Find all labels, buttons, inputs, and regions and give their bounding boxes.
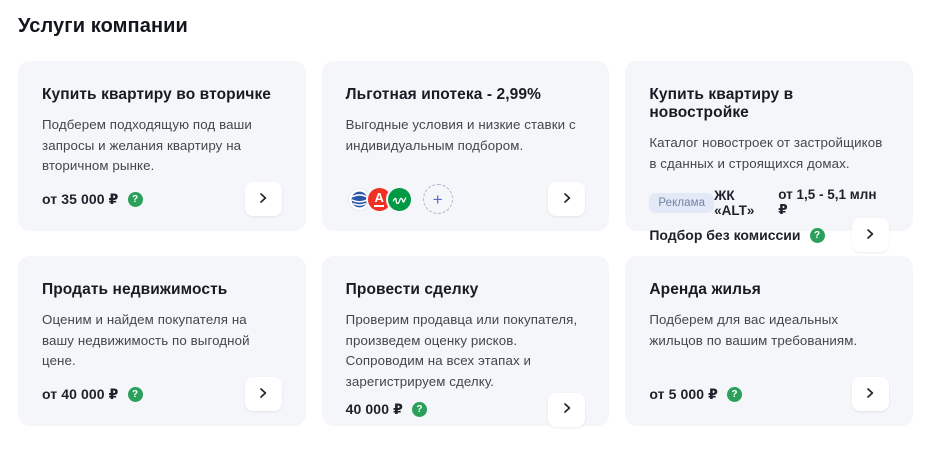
help-icon[interactable]: ? xyxy=(726,386,742,402)
chevron-right-icon xyxy=(257,387,269,402)
card-title: Льготная ипотека - 2,99% xyxy=(345,86,542,103)
green-script-bank-icon xyxy=(385,185,413,213)
card-buy-secondary[interactable]: Купить квартиру во вторичке Подберем под… xyxy=(18,61,306,231)
card-footer: А + xyxy=(345,182,586,216)
page-title: Услуги компании xyxy=(18,15,188,37)
chevron-right-icon xyxy=(864,387,876,402)
help-icon[interactable]: ? xyxy=(411,402,427,418)
card-description: Оценим и найдем покупателя на вашу недви… xyxy=(42,312,250,369)
card-title: Аренда жилья xyxy=(649,281,761,298)
open-card-button[interactable] xyxy=(244,182,282,216)
card-footer: от 40 000 ₽ ? xyxy=(42,377,282,411)
chevron-right-icon xyxy=(561,402,573,417)
card-title: Купить квартиру во вторичке xyxy=(42,86,272,103)
chevron-right-icon xyxy=(864,228,876,243)
card-description: Подберем подходящую под ваши запросы и ж… xyxy=(42,117,252,174)
open-card-button[interactable] xyxy=(548,182,586,216)
help-icon[interactable]: ? xyxy=(127,191,143,207)
open-card-button[interactable] xyxy=(244,377,282,411)
card-description: Проверим продавца или покупателя, произв… xyxy=(345,312,578,390)
price-label: от 35 000 ₽ xyxy=(42,190,119,207)
open-card-button[interactable] xyxy=(851,377,889,411)
bank-logos-row: А xyxy=(345,185,413,213)
card-sell-property[interactable]: Продать недвижимость Оценим и найдем пок… xyxy=(18,256,306,426)
card-buy-new-construction[interactable]: Купить квартиру в новостройке Каталог но… xyxy=(625,61,913,253)
add-bank-button[interactable]: + xyxy=(422,184,453,214)
card-rent-housing[interactable]: Аренда жилья Подберем для вас идеальных … xyxy=(625,256,913,426)
help-icon[interactable]: ? xyxy=(809,227,825,243)
no-commission-label: Подбор без комиссии xyxy=(649,227,801,244)
plus-icon: + xyxy=(432,189,443,209)
card-footer: 40 000 ₽ ? xyxy=(345,392,586,427)
card-conduct-deal[interactable]: Провести сделку Проверим продавца или по… xyxy=(321,256,610,427)
listing-name: ЖК «ALT» xyxy=(714,187,755,218)
open-card-button[interactable] xyxy=(851,218,889,253)
price-label: от 5 000 ₽ xyxy=(649,385,718,402)
card-title: Провести сделку xyxy=(345,281,479,298)
card-footer: от 35 000 ₽ ? xyxy=(42,182,282,216)
card-title: Купить квартиру в новостройке xyxy=(649,86,794,121)
card-description: Подберем для вас идеальных жильцов по ва… xyxy=(649,312,858,348)
card-title: Продать недвижимость xyxy=(42,281,228,298)
card-description: Выгодные условия и низкие ставки с индив… xyxy=(345,117,576,153)
price-label: от 40 000 ₽ xyxy=(42,385,119,402)
ad-badge: Реклама xyxy=(649,192,715,213)
card-mortgage[interactable]: Льготная ипотека - 2,99% Выгодные услови… xyxy=(321,61,610,231)
ad-listing-row: Реклама ЖК «ALT» от 1,5 - 5,1 млн ₽ xyxy=(649,187,889,218)
price-label: 40 000 ₽ xyxy=(345,401,403,418)
chevron-right-icon xyxy=(257,192,269,207)
chevron-right-icon xyxy=(561,192,573,207)
card-footer: Подбор без комиссии ? xyxy=(649,218,889,253)
card-description: Каталог новостроек от застройщиков в сда… xyxy=(649,135,883,171)
services-grid: Купить квартиру во вторичке Подберем под… xyxy=(18,61,913,427)
open-card-button[interactable] xyxy=(548,392,586,427)
help-icon[interactable]: ? xyxy=(127,386,143,402)
card-footer: от 5 000 ₽ ? xyxy=(649,377,889,411)
price-range-label: от 1,5 - 5,1 млн ₽ xyxy=(778,187,877,218)
